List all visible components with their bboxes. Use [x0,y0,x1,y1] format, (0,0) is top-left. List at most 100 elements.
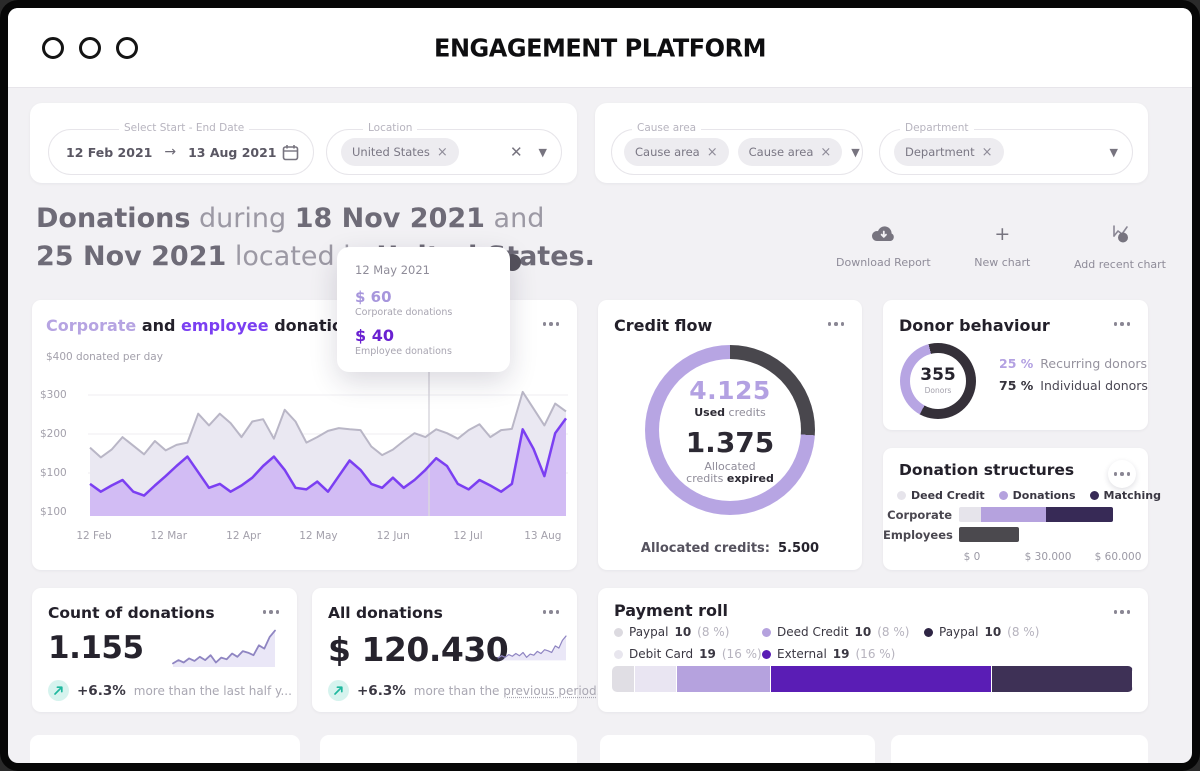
window-control-icon[interactable] [79,36,101,59]
calendar-icon[interactable] [282,144,299,161]
cause-area-chip[interactable]: Cause area × [737,138,843,166]
window-control-icon[interactable] [116,36,138,59]
bar-segment [1046,507,1114,522]
y-axis-tick: $100 [40,467,67,479]
x-axis-tick: 12 Jun [376,530,410,542]
y-axis-tick: $300 [40,389,67,401]
chart-tooltip: 12 May 2021 $ 60 Corporate donations $ 4… [337,247,510,372]
card-title: Donor behaviour [899,316,1050,335]
legend-dot [897,491,906,500]
previous-period-link[interactable]: previous period [503,683,597,698]
used-credits-value: 4.125 [689,375,771,405]
department-field[interactable]: Department Department × ▼ [879,122,1133,175]
bar-segment [677,666,771,692]
remove-chip-icon[interactable]: × [820,144,832,160]
expired-credits-label-2: credits expired [686,471,774,485]
card-stub [30,735,300,763]
donation-structures-card: Donation structures Deed Credit Donation… [883,448,1161,570]
chevron-down-icon[interactable]: ▼ [851,145,860,159]
bar-segment [770,666,993,692]
cloud-download-icon [870,224,896,244]
donor-legend: 25 % Recurring donors 75 % Individual dono… [999,353,1148,397]
bar-segment [612,666,636,692]
payment-stacked-bar [612,666,1133,692]
department-chip[interactable]: Department × [894,138,1004,166]
app-title: ENGAGEMENT PLATFORM [434,33,766,62]
department-label: Department [900,122,974,134]
date-range-field[interactable]: Select Start - End Date 12 Feb 2021 → 13… [48,122,314,175]
payment-roll-card: Payment roll Paypal 10 (8 %) Deed Credit 10… [598,588,1148,712]
legend-item: Paypal 10 (8 %) [924,626,1039,638]
total-value: $ 120.430 [328,630,509,669]
bar-row-label: Corporate [887,507,952,522]
expired-credits-label-1: Allocated [704,459,756,473]
clear-field-icon[interactable]: ✕ [509,143,523,161]
top-bar: ENGAGEMENT PLATFORM [8,8,1192,88]
new-chart-button[interactable]: + New chart [974,223,1031,269]
card-menu-button[interactable] [1110,606,1135,618]
y-axis-top-label: $400 donated per day [46,351,163,363]
card-title: Count of donations [48,604,215,622]
card-stub [320,735,577,763]
chevron-down-icon[interactable]: ▼ [1109,145,1118,159]
start-date-value[interactable]: 12 Feb 2021 [66,144,153,160]
legend-item: Debit Card 19 (16 %) [614,648,762,660]
filter-panel-right: Cause area Cause area × Cause area × ▼ D… [595,103,1148,183]
remove-chip-icon[interactable]: × [436,144,448,160]
location-field[interactable]: Location United States × ✕ ▼ [326,122,562,175]
trend-note: more than the previous period. [413,683,601,698]
card-stub [891,735,1148,763]
count-value: 1.155 [48,630,144,666]
chart-title: Corporate and employee donations [46,316,364,335]
trend-delta: +6.3% [357,682,406,699]
bar-segment [981,507,1047,522]
structures-legend: Deed Credit Donations Matching [897,489,1161,502]
cause-area-field[interactable]: Cause area Cause area × Cause area × ▼ [611,122,863,175]
end-date-value[interactable]: 13 Aug 2021 [188,144,277,160]
date-range-label: Select Start - End Date [119,122,250,134]
card-menu-button[interactable] [539,606,564,618]
tooltip-employee-label: Employee donations [355,346,452,357]
all-donations-sparkline [497,635,567,661]
count-sparkline [172,629,276,667]
window-controls [42,36,138,59]
donors-label: Donors [924,386,952,395]
credit-flow-donut: 4.125 Used credits 1.375 Allocated credi… [645,345,815,515]
chevron-down-icon[interactable]: ▼ [538,145,547,159]
card-menu-button[interactable] [1110,318,1135,330]
bar-segment [959,527,1019,542]
x-axis-tick: 13 Aug [524,530,562,542]
x-axis-tick: 12 May [299,530,338,542]
credit-flow-card: Credit flow 4.125 Used credits 1.375 All… [598,300,862,570]
tooltip-corporate-label: Corporate donations [355,307,453,318]
legend-dot [998,491,1008,500]
trend-up-icon [48,680,69,701]
remove-chip-icon[interactable]: × [981,144,993,160]
legend-dot [762,627,771,637]
corporate-stacked-bar [959,507,1114,522]
card-menu-button[interactable] [539,318,564,330]
location-chip[interactable]: United States × [341,138,459,166]
card-menu-button[interactable] [259,606,284,618]
used-credits-label: Used credits [694,405,766,419]
tooltip-corporate-value: $ 60 [355,288,392,306]
count-of-donations-card: Count of donations 1.155 +6.3% more than… [32,588,297,712]
area-chart-plot[interactable] [88,366,568,526]
legend-dot [614,627,623,637]
allocated-credits-footer: Allocated credits: 5.500 [640,541,820,556]
bar-segment [959,507,982,522]
legend-row-individual: 75 % Individual donors [999,377,1148,393]
add-recent-chart-button[interactable]: Add recent chart [1074,224,1166,271]
legend-dot [1089,491,1099,500]
download-report-button[interactable]: Download Report [836,224,931,271]
cause-area-chip[interactable]: Cause area × [624,138,729,166]
remove-chip-icon[interactable]: × [706,144,718,160]
all-donations-card: All donations $ 120.430 +6.3% more than … [312,588,600,712]
card-menu-button[interactable] [1108,460,1136,488]
window-control-icon[interactable] [42,36,64,59]
legend-item: Deed Credit [897,489,985,502]
legend-row-recurring: 25 % Recurring donors [999,356,1148,371]
bar-segment [992,666,1133,692]
card-menu-button[interactable] [824,318,849,330]
bar-row-label: Employees [883,527,953,542]
